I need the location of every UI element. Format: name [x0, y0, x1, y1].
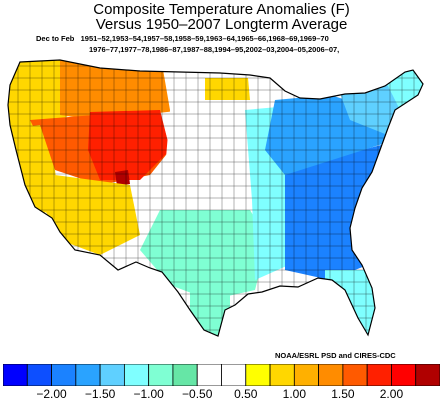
map-title-line2: Versus 1950–2007 Longterm Average: [95, 16, 348, 33]
legend-swatch: [366, 364, 392, 386]
color-legend: [3, 364, 440, 386]
legend-tick-label: 1.50: [331, 387, 355, 401]
data-credit: NOAA/ESRL PSD and CIRES-CDC: [275, 351, 396, 360]
legend-swatch: [269, 364, 295, 386]
legend-tick-label: −0.50: [182, 387, 213, 401]
years-line1: 1951–52,1953–54,1957–58,1958–59,1963–64,…: [80, 34, 329, 43]
legend-swatch: [51, 364, 77, 386]
legend-tick-label: −1.00: [133, 387, 164, 401]
legend-swatch: [293, 364, 320, 386]
region-utah-colorado-core: [88, 110, 170, 180]
legend-swatch: [3, 364, 28, 386]
legend-tick-label: −1.50: [84, 387, 116, 401]
legend-tick-label: 0.50: [234, 387, 258, 401]
legend-swatch: [172, 364, 198, 386]
legend-swatch: [148, 364, 174, 386]
legend-swatch: [75, 364, 101, 386]
map-title-line1: Composite Temperature Anomalies (F): [93, 1, 350, 18]
region-desert-southwest: [45, 175, 140, 255]
legend-swatch: [318, 364, 344, 386]
season-label: Dec to Feb: [36, 34, 75, 43]
us-anomaly-map: [7, 59, 424, 337]
legend-swatch: [196, 364, 222, 386]
legend-tick-label: −2.00: [36, 387, 67, 401]
legend-swatch: [391, 364, 417, 386]
legend-swatch: [123, 364, 150, 386]
legend-swatch: [221, 364, 247, 386]
legend-swatch: [415, 364, 440, 386]
years-line2: 1976–77,1977–78,1986–87,1987–88,1994–95,…: [89, 45, 340, 54]
legend-swatch: [26, 364, 52, 386]
region-south-central: [140, 210, 268, 300]
legend-swatch: [245, 364, 271, 386]
legend-tick-label: 1.00: [282, 387, 307, 401]
region-north-dakota: [205, 78, 250, 100]
subtitle-line1: Dec to Feb 1951–52,1953–54,1957–58,1958–…: [36, 34, 329, 43]
legend-tick-label: 2.00: [379, 387, 404, 401]
legend-swatch: [342, 364, 368, 386]
legend-swatch: [99, 364, 125, 386]
